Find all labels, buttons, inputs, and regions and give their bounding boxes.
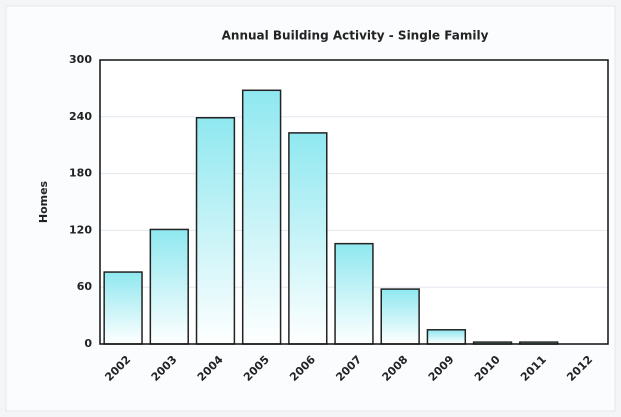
bar: [334, 242, 374, 345]
y-tick-label: 60: [77, 280, 93, 293]
bar: [149, 228, 189, 345]
bar: [426, 329, 467, 345]
y-tick-label: 0: [84, 337, 92, 350]
y-tick-label: 180: [69, 167, 92, 180]
y-tick-label: 240: [69, 110, 92, 123]
bar: [380, 288, 420, 345]
bar: [195, 116, 236, 345]
y-axis-label: Homes: [37, 180, 50, 223]
bar: [241, 89, 282, 345]
plot-border: [99, 59, 609, 345]
bar: [103, 271, 143, 345]
chart-title: Annual Building Activity - Single Family: [222, 29, 489, 43]
y-tick-label: 120: [69, 223, 92, 236]
bar: [288, 132, 328, 345]
y-tick-label: 300: [69, 53, 92, 66]
